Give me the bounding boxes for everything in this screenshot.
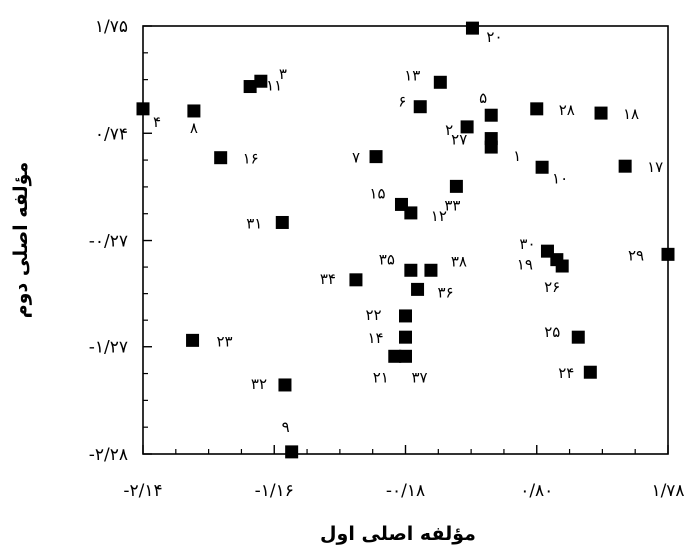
point-label: ۳۰ xyxy=(519,235,535,253)
x-tick-label: ۰/۸۰ xyxy=(520,481,553,501)
x-axis-title: مؤلفه اصلی اول xyxy=(320,523,476,545)
y-axis-title: مؤلفه اصلی دوم xyxy=(10,162,32,319)
data-point xyxy=(214,151,228,165)
data-point xyxy=(424,263,438,277)
point-label: ۲۴ xyxy=(558,364,574,382)
point-label: ۱۸ xyxy=(623,105,639,123)
point-label: ۳۲ xyxy=(251,375,267,393)
data-point xyxy=(187,104,201,118)
point-label: ۷ xyxy=(352,149,360,167)
point-label: ۲۱ xyxy=(373,368,389,386)
point-label: ۳۴ xyxy=(320,270,336,288)
x-tick-label: -۱/۱۶ xyxy=(255,481,294,501)
data-point xyxy=(594,106,608,120)
point-label: ۱۲ xyxy=(431,207,447,225)
point-label: ۱۷ xyxy=(647,158,663,176)
point-label: ۲۹ xyxy=(628,246,644,264)
data-point xyxy=(254,74,268,88)
data-point xyxy=(484,132,498,146)
data-point xyxy=(449,179,463,193)
data-point xyxy=(460,120,474,134)
data-point xyxy=(243,80,257,94)
y-tick-label: -۰/۲۷ xyxy=(89,232,128,252)
data-point xyxy=(433,75,447,89)
point-label: ۱۳ xyxy=(404,66,420,84)
axis-ticks xyxy=(142,25,669,455)
point-label: ۵ xyxy=(479,89,487,107)
point-label: ۲ xyxy=(445,121,453,139)
data-point xyxy=(571,330,585,344)
plot-frame xyxy=(142,25,669,455)
data-point xyxy=(413,100,427,114)
point-label: ۸ xyxy=(190,119,198,137)
point-label: ۱۴ xyxy=(367,329,383,347)
point-label: ۳۷ xyxy=(411,368,427,386)
data-point xyxy=(399,349,412,363)
y-tick-label: ۰/۷۴ xyxy=(95,124,128,144)
point-label: ۱۵ xyxy=(369,184,385,202)
data-point xyxy=(465,21,479,35)
data-point xyxy=(285,445,299,459)
point-label: ۱ xyxy=(513,147,521,165)
data-point xyxy=(388,349,402,363)
data-point xyxy=(275,215,289,229)
point-label: ۳۸ xyxy=(451,252,467,270)
point-label: ۲۵ xyxy=(544,323,560,341)
point-label: ۲۳ xyxy=(216,332,232,350)
data-point xyxy=(394,197,408,211)
point-label: ۳ xyxy=(279,65,287,83)
point-label: ۲۲ xyxy=(365,306,381,324)
point-label: ۳۳ xyxy=(444,196,460,214)
point-label: ۶ xyxy=(398,93,406,111)
point-label: ۲۸ xyxy=(559,101,575,119)
data-point xyxy=(661,247,675,261)
y-tick-label: -۱/۲۷ xyxy=(89,338,128,358)
data-point xyxy=(535,160,549,174)
point-label: ۱۱ xyxy=(266,77,282,95)
point-label: ۱۰ xyxy=(552,169,568,187)
point-label: ۳۵ xyxy=(379,250,395,268)
data-point xyxy=(583,365,597,379)
data-point xyxy=(618,159,632,173)
data-point xyxy=(278,378,292,392)
axis-tick-labels: -۲/۱۴ -۱/۱۶ -۰/۱۸ ۰/۸۰ ۱/۷۸ ۱/۷۵ ۰/۷۴ -۰/۲۷ -۱/۲… xyxy=(89,17,685,501)
y-tick-label: -۲/۲۸ xyxy=(89,445,128,465)
data-point xyxy=(404,263,418,277)
data-point xyxy=(484,108,498,122)
point-label: ۹ xyxy=(282,418,290,436)
point-label: ۱۶ xyxy=(243,150,259,168)
x-tick-label: ۱/۷۸ xyxy=(651,481,684,501)
x-tick-label: -۲/۱۴ xyxy=(123,481,162,501)
data-point xyxy=(530,102,544,116)
data-points xyxy=(136,21,675,459)
point-label: ۳۶ xyxy=(437,283,453,301)
y-tick-label: ۱/۷۵ xyxy=(95,17,128,37)
data-point xyxy=(399,309,412,323)
point-label: ۴ xyxy=(153,113,161,131)
data-point xyxy=(369,150,383,164)
data-point xyxy=(186,333,200,347)
data-point xyxy=(136,102,150,116)
data-point xyxy=(411,282,425,296)
data-point xyxy=(399,330,412,344)
point-label: ۳۱ xyxy=(246,214,262,232)
point-label: ۲۶ xyxy=(544,278,560,296)
data-point xyxy=(349,273,363,287)
point-label: ۲۷ xyxy=(451,131,467,149)
point-label: ۲۰ xyxy=(486,28,502,46)
point-label: ۱۹ xyxy=(517,256,533,274)
data-point xyxy=(540,244,554,258)
x-tick-label: -۰/۱۸ xyxy=(386,481,425,501)
data-point xyxy=(555,259,569,273)
